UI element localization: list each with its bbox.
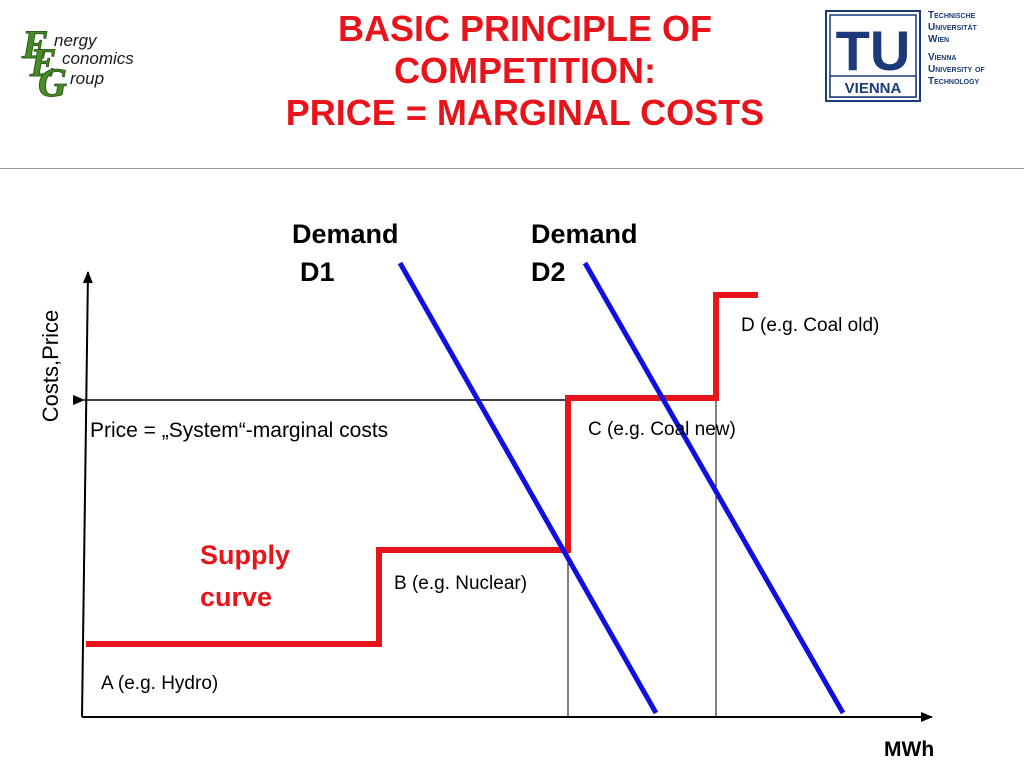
supply-curve bbox=[86, 292, 758, 647]
supply-label-line2: curve bbox=[200, 582, 273, 612]
logo-word-roup: roup bbox=[70, 69, 104, 88]
supply-label-line1: Supply bbox=[200, 540, 291, 570]
logo-letter-e2: E bbox=[29, 40, 57, 85]
tu-text-line: Technology bbox=[928, 76, 980, 87]
tu-vienna-logo: TU VIENNA bbox=[825, 10, 921, 102]
demand-d2-label-line1: Demand bbox=[531, 219, 638, 249]
tu-vienna-name: Technische Universität Wien Vienna Unive… bbox=[928, 10, 1020, 88]
tu-text-line: University of bbox=[928, 64, 985, 75]
demand-d1-label-line2: D1 bbox=[300, 257, 335, 287]
tu-text-line: Vienna bbox=[928, 52, 957, 63]
logo-word-nergy: nergy bbox=[54, 31, 98, 50]
tu-text-line: Universität bbox=[928, 22, 977, 33]
energy-economics-group-logo: E E G nergy conomics roup bbox=[21, 22, 135, 99]
demand-d2-label-line2: D2 bbox=[531, 257, 566, 287]
title-line-1: BASIC PRINCIPLE OF bbox=[337, 8, 713, 49]
demand-d1-label-line1: Demand bbox=[292, 219, 399, 249]
slide-header: E E G nergy conomics roup BASIC PRINCIPL… bbox=[0, 0, 1024, 168]
demand-curve-d2 bbox=[582, 261, 846, 715]
step-d-label: D (e.g. Coal old) bbox=[741, 315, 880, 336]
title-line-3: PRICE = MARGINAL COSTS bbox=[285, 92, 765, 133]
x-axis-label: MWh bbox=[884, 738, 935, 761]
title-line-2: COMPETITION: bbox=[394, 50, 656, 91]
slide-title: BASIC PRINCIPLE OF COMPETITION: PRICE = … bbox=[190, 8, 860, 134]
logo-letter-e1: E bbox=[21, 22, 49, 67]
demand-curve-d1 bbox=[397, 261, 659, 715]
price-label: Price = „System“-marginal costs bbox=[90, 419, 389, 442]
logo-word-conomics: conomics bbox=[62, 49, 134, 68]
tu-text-line: Wien bbox=[928, 34, 950, 45]
step-c-label: C (e.g. Coal new) bbox=[588, 419, 736, 440]
tu-text-line: Technische bbox=[928, 10, 976, 21]
step-b-label: B (e.g. Nuclear) bbox=[394, 573, 528, 594]
logo-letter-g: G bbox=[38, 60, 67, 98]
y-axis-label: Costs,Price bbox=[38, 309, 63, 423]
header-divider bbox=[0, 168, 1024, 169]
y-axis bbox=[81, 271, 93, 718]
tu-mark: TU bbox=[836, 19, 911, 82]
tu-mark-sub: VIENNA bbox=[845, 80, 902, 97]
step-a-label: A (e.g. Hydro) bbox=[101, 673, 219, 694]
